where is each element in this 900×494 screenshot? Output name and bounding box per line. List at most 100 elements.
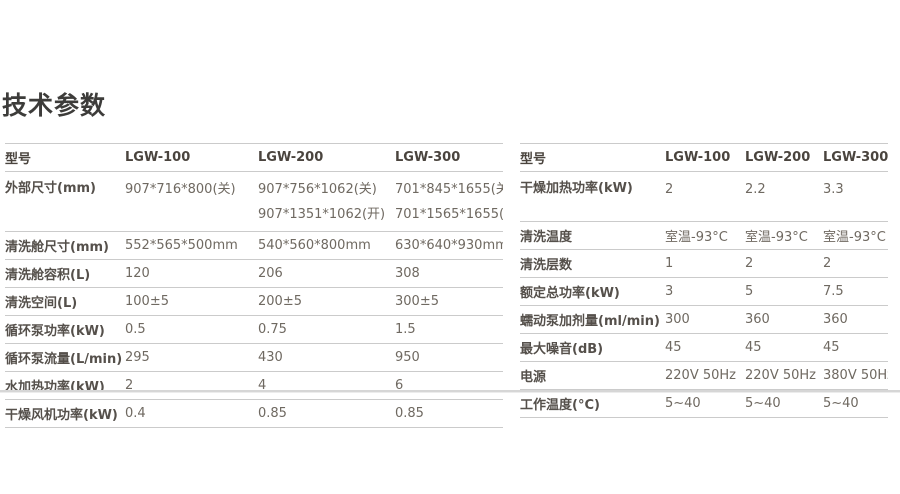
row-label: 清洗温度: [520, 221, 665, 250]
cell-lgw300: 380V 50Hz: [823, 361, 888, 390]
cell-lgw200: 0.85: [258, 399, 395, 428]
cell-lgw300: 7.5: [823, 277, 888, 306]
row-label: 工作温度(°C): [520, 389, 665, 418]
cell-lgw200: 430: [258, 343, 395, 372]
cell-lgw100: 295: [125, 343, 258, 372]
table-row-cleaning-layers: 清洗层数 1 2 2: [520, 249, 888, 278]
cell-lgw300: 1.5: [395, 315, 503, 344]
cell-lgw200: 907*756*1062(关) 907*1351*1062(开): [258, 171, 395, 232]
cell-lgw100: 45: [665, 333, 745, 362]
table-row-water-heating-power: 水加热功率(kW) 2 4 6: [5, 371, 503, 400]
cell-lgw100: 2: [665, 171, 745, 222]
table-row-external-dimensions: 外部尺寸(mm) 907*716*800(关) 907*756*1062(关) …: [5, 171, 503, 232]
cell-lgw200: 200±5: [258, 287, 395, 316]
table-row-power-supply: 电源 220V 50Hz 220V 50Hz 380V 50Hz: [520, 361, 888, 390]
row-label: 清洗空间(L): [5, 287, 125, 316]
table-header-row: 型号 LGW-100 LGW-200 LGW-300: [520, 143, 888, 172]
header-lgw200: LGW-200: [258, 143, 395, 172]
cell-line: 701*1565*1655(开): [395, 207, 503, 222]
cell-line: 701*845*1655(关): [395, 182, 503, 197]
header-lgw200: LGW-200: [745, 143, 823, 172]
cell-lgw100: 0.4: [125, 399, 258, 428]
cell-lgw300: 5~40: [823, 389, 888, 418]
cell-lgw100: 100±5: [125, 287, 258, 316]
cell-line: 2.2: [745, 182, 766, 197]
table-row-chamber-dimensions: 清洗舱尺寸(mm) 552*565*500mm 540*560*800mm 63…: [5, 231, 503, 260]
cell-lgw200: 206: [258, 259, 395, 288]
cell-lgw300: 3.3: [823, 171, 888, 222]
cell-lgw100: 3: [665, 277, 745, 306]
row-label: 外部尺寸(mm): [5, 171, 125, 232]
cell-line: 2: [665, 182, 674, 197]
spec-table-right: 型号 LGW-100 LGW-200 LGW-300 干燥加热功率(kW) 2 …: [520, 143, 888, 418]
cell-lgw100: 220V 50Hz: [665, 361, 745, 390]
table-row-chamber-volume: 清洗舱容积(L) 120 206 308: [5, 259, 503, 288]
table-row-peristaltic-pump-dosage: 蠕动泵加剂量(ml/min) 300 360 360: [520, 305, 888, 334]
section-divider: [0, 390, 900, 393]
table-row-max-noise: 最大噪音(dB) 45 45 45: [520, 333, 888, 362]
cell-line: 3.3: [823, 182, 844, 197]
cell-lgw300: 室温-93°C: [823, 221, 888, 250]
row-label: 蠕动泵加剂量(ml/min): [520, 305, 665, 334]
cell-lgw200: 5~40: [745, 389, 823, 418]
cell-lgw200: 45: [745, 333, 823, 362]
cell-lgw100: 907*716*800(关): [125, 171, 258, 232]
table-row-rated-total-power: 额定总功率(kW) 3 5 7.5: [520, 277, 888, 306]
header-lgw100: LGW-100: [665, 143, 745, 172]
header-model-label: 型号: [520, 143, 665, 172]
row-label: 清洗舱尺寸(mm): [5, 231, 125, 260]
cell-lgw300: 2: [823, 249, 888, 278]
cell-lgw200: 360: [745, 305, 823, 334]
table-row-drying-fan-power: 干燥风机功率(kW) 0.4 0.85 0.85: [5, 399, 503, 428]
cell-lgw300: 300±5: [395, 287, 503, 316]
row-label: 清洗舱容积(L): [5, 259, 125, 288]
table-row-drying-heating-power: 干燥加热功率(kW) 2 2.2 3.3: [520, 171, 888, 222]
cell-lgw200: 540*560*800mm: [258, 231, 395, 260]
table-row-pump-power: 循环泵功率(kW) 0.5 0.75 1.5: [5, 315, 503, 344]
cell-lgw200: 4: [258, 371, 395, 400]
cell-lgw300: 0.85: [395, 399, 503, 428]
cell-lgw300: 360: [823, 305, 888, 334]
row-label: 循环泵功率(kW): [5, 315, 125, 344]
spec-table-left: 型号 LGW-100 LGW-200 LGW-300 外部尺寸(mm) 907*…: [5, 143, 503, 428]
cell-lgw300: 45: [823, 333, 888, 362]
cell-lgw100: 2: [125, 371, 258, 400]
table-row-pump-flow: 循环泵流量(L/min) 295 430 950: [5, 343, 503, 372]
cell-lgw100: 1: [665, 249, 745, 278]
cell-lgw100: 室温-93°C: [665, 221, 745, 250]
cell-lgw200: 0.75: [258, 315, 395, 344]
table-row-cleaning-temperature: 清洗温度 室温-93°C 室温-93°C 室温-93°C: [520, 221, 888, 250]
table-header-row: 型号 LGW-100 LGW-200 LGW-300: [5, 143, 503, 172]
row-label: 电源: [520, 361, 665, 390]
cell-lgw200: 220V 50Hz: [745, 361, 823, 390]
header-lgw300: LGW-300: [395, 143, 503, 172]
cell-line: 907*756*1062(关): [258, 182, 377, 197]
table-row-working-temperature: 工作温度(°C) 5~40 5~40 5~40: [520, 389, 888, 418]
row-label: 水加热功率(kW): [5, 371, 125, 400]
cell-lgw100: 120: [125, 259, 258, 288]
header-model-label: 型号: [5, 143, 125, 172]
row-label: 干燥风机功率(kW): [5, 399, 125, 428]
cell-lgw100: 552*565*500mm: [125, 231, 258, 260]
cell-lgw100: 300: [665, 305, 745, 334]
cell-lgw300: 630*640*930mm: [395, 231, 503, 260]
row-label: 循环泵流量(L/min): [5, 343, 125, 372]
cell-lgw200: 5: [745, 277, 823, 306]
row-label: 额定总功率(kW): [520, 277, 665, 306]
page-title: 技术参数: [2, 91, 107, 120]
row-label: 清洗层数: [520, 249, 665, 278]
cell-lgw200: 2: [745, 249, 823, 278]
cell-lgw100: 0.5: [125, 315, 258, 344]
header-lgw300: LGW-300: [823, 143, 888, 172]
cell-lgw100: 5~40: [665, 389, 745, 418]
cell-lgw200: 2.2: [745, 171, 823, 222]
row-label: 最大噪音(dB): [520, 333, 665, 362]
cell-line: 907*1351*1062(开): [258, 207, 386, 222]
row-label: 干燥加热功率(kW): [520, 171, 665, 222]
header-lgw100: LGW-100: [125, 143, 258, 172]
cell-lgw300: 6: [395, 371, 503, 400]
table-row-cleaning-space: 清洗空间(L) 100±5 200±5 300±5: [5, 287, 503, 316]
cell-lgw300: 701*845*1655(关) 701*1565*1655(开): [395, 171, 503, 232]
cell-lgw300: 950: [395, 343, 503, 372]
